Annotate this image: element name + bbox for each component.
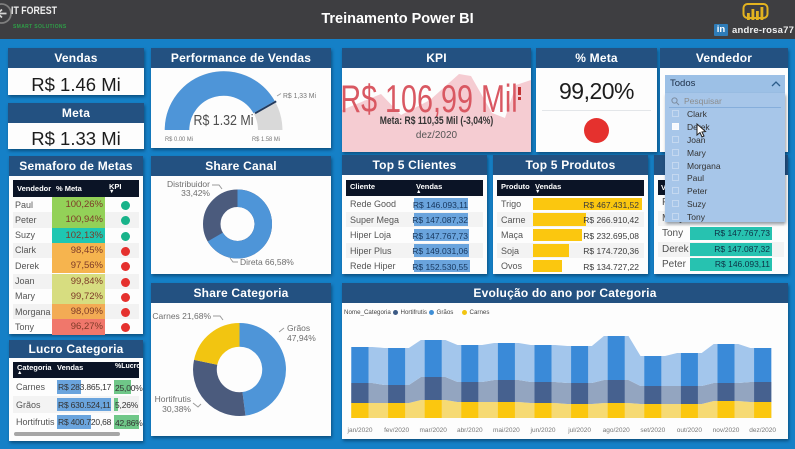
svg-text:30,38%: 30,38% [162, 404, 191, 414]
svg-text:33,42%: 33,42% [181, 188, 210, 198]
svg-text:R$ 1.58 Mi: R$ 1.58 Mi [252, 136, 280, 143]
svg-text:Carnes 21,68%: Carnes 21,68% [152, 311, 211, 321]
svg-text:47,94%: 47,94% [287, 333, 316, 343]
svg-text:Distribuidor: Distribuidor [167, 179, 210, 189]
svg-text:Grãos: Grãos [287, 323, 310, 333]
svg-text:Direta 66,58%: Direta 66,58% [240, 257, 294, 267]
svg-text:R$ 0.00 Mi: R$ 0.00 Mi [165, 136, 193, 143]
svg-text:R$ 1.32 Mi: R$ 1.32 Mi [194, 112, 254, 129]
svg-text:Hortifrutis: Hortifrutis [155, 394, 191, 404]
svg-text:R$ 1,33 Mi: R$ 1,33 Mi [283, 91, 316, 100]
